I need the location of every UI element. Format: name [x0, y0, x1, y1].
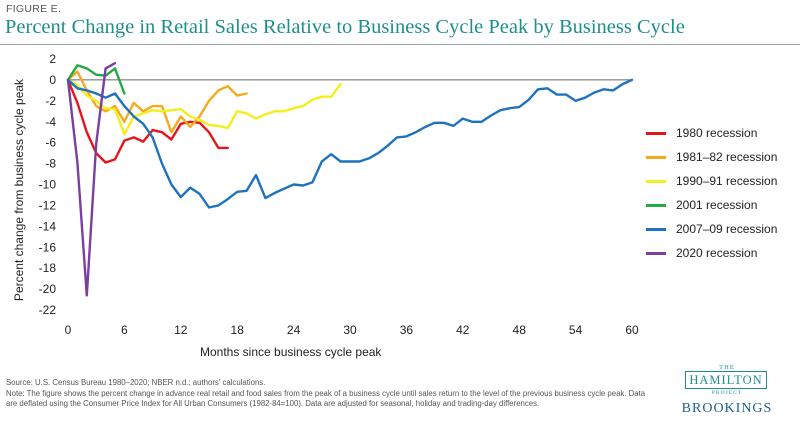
logo-the: THE	[719, 364, 735, 371]
legend-item: 1990–91 recession	[646, 172, 796, 196]
legend-label: 1990–91 recession	[676, 174, 778, 188]
hamilton-brookings-logo: THE HAMILTON PROJECT BROOKINGS	[672, 364, 782, 422]
y-tick-label: -6	[45, 136, 56, 150]
x-tick-label: 12	[174, 323, 188, 335]
x-tick-label: 6	[121, 323, 128, 335]
y-tick-label: 0	[49, 73, 56, 87]
y-tick-label: 2	[49, 52, 56, 66]
x-tick-label: 54	[569, 323, 583, 335]
legend-item: 2001 recession	[646, 196, 796, 220]
legend-label: 1981–82 recession	[676, 150, 778, 164]
x-axis-label: Months since business cycle peak	[200, 345, 382, 359]
y-tick-label: -8	[45, 157, 56, 171]
legend-item: 2007–09 recession	[646, 220, 796, 244]
y-tick-label: -12	[39, 198, 57, 212]
x-tick-label: 24	[287, 323, 301, 335]
legend-label: 2020 recession	[676, 246, 758, 260]
y-tick-label: -18	[39, 261, 57, 275]
legend-swatch	[646, 228, 666, 231]
chart-series	[66, 62, 634, 297]
legend-swatch	[646, 204, 666, 207]
source-note: Source: U.S. Census Bureau 1980–2020; NB…	[6, 378, 266, 387]
y-tick-label: -4	[45, 115, 56, 129]
series-line	[66, 78, 342, 136]
x-tick-label: 30	[343, 323, 357, 335]
x-tick-label: 60	[625, 323, 639, 335]
logo-hamilton: HAMILTON	[685, 371, 767, 389]
chart-title: Percent Change in Retail Sales Relative …	[5, 16, 685, 38]
legend-label: 2007–09 recession	[676, 222, 778, 236]
chart-plot: 2 0 -2 -4 -6 -8 -10 -12 -14 -16 -18 -20 -22 0 6 12 18 24 3…	[39, 52, 639, 335]
figure-label: FIGURE E.	[6, 3, 62, 15]
series-line	[66, 78, 634, 209]
methodology-note: Note: The figure shows the percent chang…	[6, 389, 646, 408]
x-tick-label: 36	[400, 323, 414, 335]
legend-item: 1981–82 recession	[646, 148, 796, 172]
legend-swatch	[646, 180, 666, 183]
logo-project: PROJECT	[711, 390, 743, 396]
series-line	[66, 64, 126, 95]
legend-item: 2020 recession	[646, 244, 796, 268]
chart-tick-labels: 2 0 -2 -4 -6 -8 -10 -12 -14 -16 -18 -20 -22 0 6 12 18 24 3…	[39, 52, 639, 335]
legend-swatch	[646, 156, 666, 159]
legend-label: 1980 recession	[676, 126, 758, 140]
y-axis-label: Percent change from business cycle peak	[12, 78, 26, 302]
x-tick-label: 18	[231, 323, 245, 335]
x-tick-label: 48	[513, 323, 527, 335]
legend-label: 2001 recession	[676, 198, 758, 212]
chart-legend: 1980 recession 1981–82 recession 1990–91 r…	[646, 124, 796, 268]
x-tick-label: 0	[65, 323, 72, 335]
y-tick-label: -16	[39, 240, 57, 254]
y-tick-label: -22	[39, 303, 57, 317]
title-divider	[0, 44, 800, 45]
series-line	[66, 70, 248, 134]
y-tick-label: -14	[39, 219, 57, 233]
series-line	[66, 62, 117, 297]
y-tick-label: -10	[39, 178, 57, 192]
legend-swatch	[646, 132, 666, 135]
legend-swatch	[646, 252, 666, 255]
y-tick-label: -2	[45, 94, 56, 108]
logo-brookings: BROOKINGS	[681, 401, 773, 416]
legend-item: 1980 recession	[646, 124, 796, 148]
x-tick-label: 42	[456, 323, 470, 335]
y-tick-label: -20	[39, 282, 57, 296]
